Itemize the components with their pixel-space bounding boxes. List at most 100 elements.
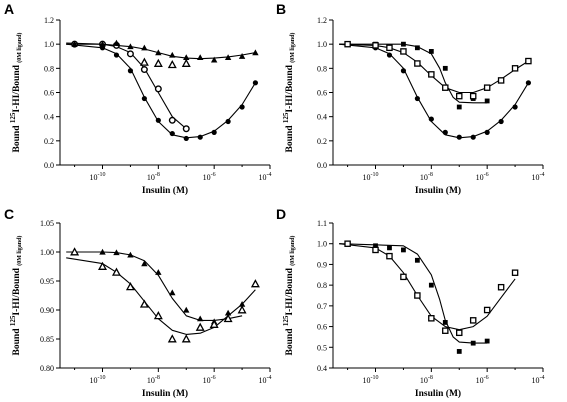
x-tick-base: 10 [259,173,267,182]
data-point [225,118,231,125]
y-label-sup: 125 [9,315,17,326]
data-point [456,92,463,100]
data-point [209,319,219,328]
data-point [197,54,204,61]
x-tick-exponent: -4 [267,172,272,178]
x-tick-label: 10-8 [147,375,160,385]
data-point [139,299,149,308]
data-point [113,249,120,256]
y-tick-label: 0.6 [317,89,327,98]
fit-curve [339,43,529,94]
data-point [511,269,519,276]
x-tick-exponent: -10 [98,375,106,381]
y-label-mid: I-HI/Bound [285,266,295,316]
panel-letter: A [4,1,14,17]
data-point [223,313,233,323]
data-point [484,129,490,135]
y-tick-label: 0.4 [44,113,54,122]
x-tick-base: 10 [147,173,155,182]
fit-curve [339,243,516,331]
data-point [169,51,176,58]
y-label-pre: Bound [12,123,22,152]
data-point [442,84,449,91]
data-point [153,311,163,320]
data-point [197,134,203,140]
data-point [414,257,420,263]
x-tick-label: 10-10 [363,172,379,182]
y-tick-label: 1.1 [317,219,327,228]
x-tick-exponent: -8 [428,375,433,381]
data-point [456,329,463,337]
data-point [498,118,504,125]
x-axis-label: Insulin (M) [415,388,461,399]
x-tick-base: 10 [363,173,371,182]
data-point [428,71,435,78]
data-point [428,116,434,122]
x-tick-label: 10-8 [420,375,433,385]
x-tick-label: 10-8 [420,172,433,182]
data-point [386,252,393,260]
y-tick-label: 0.80 [40,364,54,373]
x-tick-exponent: -10 [98,172,106,178]
x-tick-label: 10-10 [90,375,106,385]
data-point [386,52,393,58]
fit-curve [66,257,256,335]
y-tick-label: 1.00 [40,248,54,257]
data-point [181,58,191,67]
data-point [414,95,420,102]
data-point [197,315,204,322]
data-point [497,77,505,84]
fit-curve [66,43,187,130]
data-point [139,57,149,66]
y-axis-label: Bound 125I-HI/Bound (0M ligand) [282,236,296,356]
y-tick-label: 0.8 [44,64,54,73]
data-point [484,338,490,344]
y-tick-label: 0.0 [44,161,54,170]
data-point [125,282,135,291]
y-tick-label: 1.05 [40,219,54,228]
data-point [98,261,108,270]
data-point [442,327,449,334]
data-point [483,84,491,91]
y-axis-label: Bound 125I-HI/Bound (0M ligand) [9,33,23,153]
y-tick-label: 1.2 [44,16,54,25]
data-point [372,246,379,254]
y-label-pre: Bound [285,123,295,152]
data-point [154,85,162,93]
x-tick-base: 10 [476,173,484,182]
x-tick-exponent: -6 [211,375,216,381]
data-point [167,59,177,69]
data-point [525,80,532,86]
x-tick-base: 10 [147,376,155,385]
data-point [386,44,393,52]
x-tick-label: 10-4 [259,375,272,385]
x-tick-exponent: -8 [155,375,160,381]
y-tick-label: 1.0 [317,40,327,49]
panel-letter: D [276,206,286,222]
panel-letter: B [276,1,286,17]
y-label-sub: (0M ligand) [289,236,296,266]
data-point [169,289,176,296]
data-point [484,98,490,104]
data-point [483,306,491,314]
x-tick-label: 10-4 [532,172,545,182]
data-point [442,65,448,71]
data-point [113,39,120,46]
panel-letter: C [4,206,14,222]
data-point [456,134,462,140]
data-point [99,248,106,255]
x-tick-label: 10-6 [203,375,216,385]
data-point [167,334,177,343]
fit-curve [66,251,243,321]
y-tick-label: 0.6 [317,323,327,332]
data-point [183,306,190,313]
data-point [169,130,175,137]
y-tick-label: 0.4 [317,364,327,373]
data-point [456,104,462,110]
data-point [442,320,448,325]
data-point [71,40,78,47]
data-point [210,56,218,63]
data-point [141,44,148,51]
